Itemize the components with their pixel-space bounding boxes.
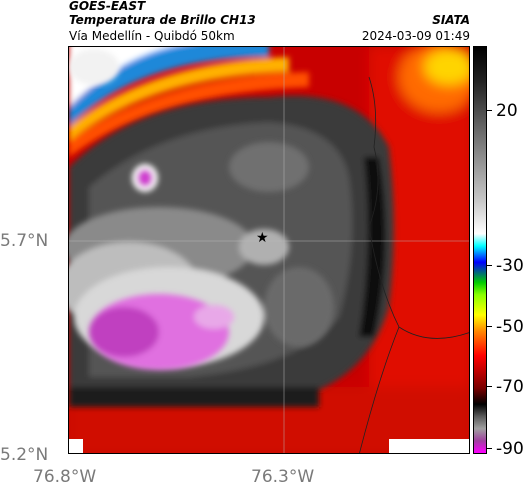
satellite-map[interactable]: ★ (68, 46, 470, 454)
colorbar (473, 46, 487, 454)
longitude-label: 76.8°W (33, 467, 97, 487)
latitude-label: 5.2°N (0, 445, 49, 465)
organization-label: SIATA (432, 13, 470, 27)
colorbar-label: 20 (496, 101, 518, 121)
colorbar-label: -30 (496, 256, 524, 276)
timestamp-label: 2024-03-09 01:49 (361, 29, 470, 43)
longitude-label: 76.3°W (251, 467, 315, 487)
colorbar-label: -70 (496, 377, 524, 397)
brightness-temperature-field (69, 47, 469, 453)
latitude-label: 5.7°N (0, 231, 49, 251)
route-subtitle: Vía Medellín - Quibdó 50km (69, 29, 235, 43)
satellite-title: GOES-EAST (69, 0, 146, 13)
colorbar-tick (487, 386, 492, 387)
star-icon: ★ (256, 230, 269, 246)
product-title: Temperatura de Brillo CH13 (69, 13, 256, 27)
colorbar-tick (487, 326, 492, 327)
colorbar-tick (487, 265, 492, 266)
colorbar-label: -90 (496, 439, 524, 459)
colorbar-label: -50 (496, 317, 524, 337)
colorbar-tick (487, 448, 492, 449)
colorbar-tick (487, 110, 492, 111)
